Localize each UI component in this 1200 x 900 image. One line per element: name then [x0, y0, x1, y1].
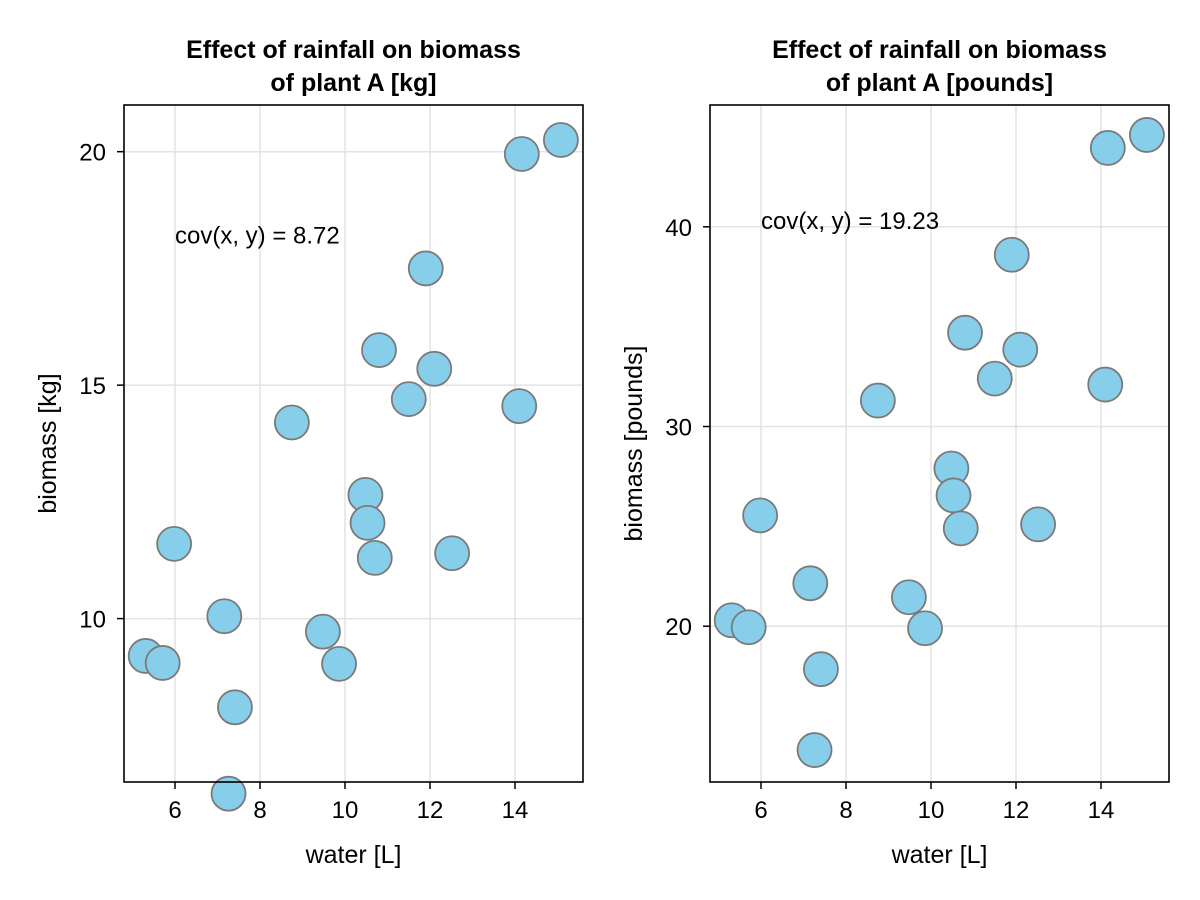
data-point	[742, 497, 779, 534]
data-point	[1129, 117, 1165, 153]
x-tick-label: 10	[332, 797, 359, 824]
data-point	[976, 360, 1013, 397]
data-point	[1020, 506, 1056, 543]
data-point	[273, 404, 310, 441]
data-point	[1087, 366, 1124, 403]
y-tick-label: 10	[79, 607, 106, 634]
data-point	[792, 565, 829, 602]
data-point	[503, 136, 540, 172]
data-point	[156, 525, 193, 562]
data-point	[947, 314, 983, 351]
x-tick-label: 12	[1003, 797, 1030, 824]
data-point	[935, 477, 972, 514]
data-point	[217, 689, 253, 726]
x-tick-label: 12	[417, 797, 444, 824]
chart-panel-2: 6 8 10 12 14 20 30 40 cov(x, y) = 19.23 Effect of…	[620, 36, 1170, 869]
chart-title-line-1: Effect of rainfall on biomass	[186, 36, 521, 64]
data-point	[206, 598, 243, 635]
y-axis-label: biomass [kg]	[34, 373, 62, 513]
data-point	[907, 610, 943, 647]
data-point	[321, 645, 357, 682]
plot-frame	[123, 104, 584, 783]
y-tick-label: 15	[79, 373, 106, 400]
data-point	[942, 510, 979, 547]
data-point	[356, 539, 393, 576]
x-tick-label: 14	[502, 797, 529, 824]
y-tick-label: 20	[665, 614, 692, 641]
chart-title-line-2: of plant A [pounds]	[826, 69, 1053, 97]
chart-title-line-2: of plant A [kg]	[270, 69, 436, 97]
chart-panel-1: 6 8 10 12 14 10 15 20 cov(x, y) = 8.72 Effect of …	[34, 36, 584, 869]
data-point	[304, 613, 341, 650]
data-point	[859, 382, 896, 419]
data-point	[434, 535, 471, 572]
data-point	[803, 651, 839, 688]
x-tick-label: 6	[754, 797, 767, 824]
x-tick-label: 10	[918, 797, 945, 824]
y-tick-label: 20	[79, 140, 106, 167]
data-point	[416, 350, 453, 387]
plot-frame	[709, 104, 1170, 783]
x-axis-label: water [L]	[891, 841, 988, 869]
y-tick-label: 40	[665, 215, 692, 242]
y-axis-label: biomass [pounds]	[620, 346, 648, 542]
data-point	[349, 504, 386, 541]
x-tick-label: 6	[168, 797, 181, 824]
x-axis-label: water [L]	[305, 841, 402, 869]
x-tick-label: 14	[1088, 797, 1115, 824]
data-point	[407, 250, 444, 287]
data-point	[1002, 331, 1039, 368]
data-point	[144, 645, 181, 681]
data-point	[796, 732, 833, 768]
data-point	[1089, 130, 1126, 166]
chart-title-line-1: Effect of rainfall on biomass	[772, 36, 1107, 64]
data-point	[361, 332, 397, 369]
data-point	[543, 122, 579, 158]
y-tick-label: 30	[665, 415, 692, 442]
x-tick-label: 8	[253, 797, 266, 824]
data-point	[210, 775, 247, 812]
covariance-annotation: cov(x, y) = 8.72	[175, 223, 340, 250]
x-tick-label: 8	[839, 797, 852, 824]
data-point	[730, 609, 767, 646]
covariance-annotation: cov(x, y) = 19.23	[761, 208, 939, 235]
data-point	[390, 381, 427, 418]
data-point	[993, 236, 1030, 273]
data-point	[891, 579, 927, 616]
data-point	[501, 388, 538, 425]
